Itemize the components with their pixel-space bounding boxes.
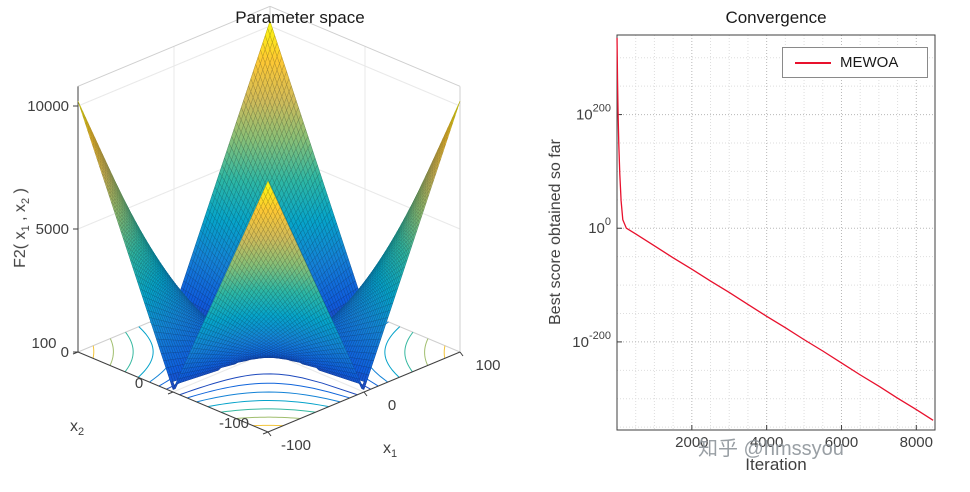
convergence-plot [560,0,970,492]
x2-axis-label: x2 [70,418,84,438]
convergence-x-axis-label: Iteration [745,455,807,474]
z-axis-label: F2( x1 , x2 ) [11,188,33,268]
x2-axis-label-sub: 2 [78,426,85,439]
x1-axis-label: x1 [383,440,397,460]
convergence-y-axis-label: Best score obtained so far [547,139,564,325]
legend-entry-mewoa: MEWOA [840,54,899,71]
mewoa-line-swatch [795,61,831,64]
watermark: 知乎 @hmssyou [698,438,844,460]
x1-axis-label-base: x [383,440,391,457]
legend-box[interactable]: MEWOA [782,47,928,78]
left-plot-title: Parameter space [235,8,365,27]
parameter-space-3d-plot [0,0,560,492]
right-plot-title: Convergence [725,8,827,27]
x2-axis-label-base: x [70,418,78,435]
x1-axis-label-sub: 1 [391,448,398,461]
